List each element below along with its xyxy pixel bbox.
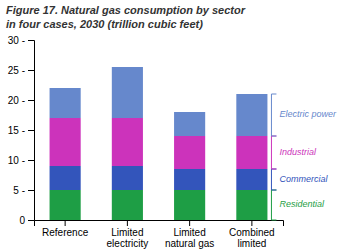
- x-tick-label-line: Combined: [229, 227, 275, 238]
- title: Figure 17. Natural gas consumption by se…: [6, 4, 246, 16]
- x-tick-label: Limitedelectricity: [107, 227, 149, 249]
- y-tick-label: 15 -: [8, 125, 25, 136]
- bar: [174, 136, 205, 169]
- y-tick: 20 -: [8, 95, 34, 106]
- y-tick-mark: [28, 100, 34, 101]
- chart-container: Figure 17. Natural gas consumption by se…: [0, 0, 355, 252]
- bar: [236, 190, 267, 220]
- bar: [50, 88, 81, 118]
- bracket: Industrial: [271, 136, 317, 169]
- bar: [174, 169, 205, 190]
- bracket-end: [271, 190, 276, 191]
- y-tick-mark: [28, 220, 34, 221]
- y-axis: 0 5 - 10 - 15 - 20 - 25 - 30 -: [8, 35, 35, 226]
- x-tick-label-line: limited: [237, 238, 266, 249]
- y-tick: 25 -: [8, 65, 34, 76]
- bar: [112, 118, 143, 166]
- bracket-end: [271, 220, 276, 221]
- bar: [174, 190, 205, 220]
- x-tick-label: Combinedlimited: [229, 227, 275, 249]
- bar: [50, 118, 81, 166]
- bracket-end: [271, 169, 276, 170]
- bar: [50, 166, 81, 190]
- x-tick: Limitedelectricity: [107, 220, 149, 249]
- y-tick-mark: [28, 70, 34, 71]
- x-tick: Combinedlimited: [229, 220, 275, 249]
- y-tick-mark: [28, 160, 34, 161]
- y-tick: 15 -: [8, 125, 34, 136]
- bar: [112, 190, 143, 220]
- x-tick-label-line: electricity: [107, 238, 149, 249]
- y-tick-label: 30 -: [8, 35, 25, 46]
- x-tick-label: Reference: [42, 227, 89, 238]
- y-tick-label: 10 -: [8, 155, 25, 166]
- series: [50, 67, 268, 136]
- bar: [112, 67, 143, 118]
- x-tick-label-line: natural gas: [165, 238, 214, 249]
- x-tick-mark: [127, 220, 128, 226]
- x-tick-label: Limitednatural gas: [165, 227, 214, 249]
- x-axis: ReferenceLimitedelectricityLimitednatura…: [35, 220, 284, 249]
- y-tick: 0: [19, 215, 34, 226]
- bars: [50, 67, 268, 220]
- series: [50, 166, 268, 190]
- bar: [174, 112, 205, 136]
- subtitle: in four cases, 2030 (trillion cubic feet…: [6, 18, 203, 30]
- x-tick-mark: [189, 220, 190, 226]
- bracket-end: [271, 190, 276, 191]
- series-label: Electric power: [279, 109, 337, 119]
- series-label: Residential: [279, 199, 325, 209]
- x-tick-label-line: Limited: [111, 227, 143, 238]
- x-axis-line: [35, 221, 284, 227]
- bar: [50, 190, 81, 220]
- x-tick-mark: [65, 220, 66, 226]
- y-tick-label: 0: [19, 215, 25, 226]
- series-label: Industrial: [279, 147, 317, 157]
- series: [50, 190, 268, 220]
- bracket-line: [271, 94, 272, 136]
- bar: [236, 169, 267, 190]
- bracket-end: [271, 94, 276, 95]
- y-tick: 10 -: [8, 155, 34, 166]
- bracket-line: [271, 169, 272, 190]
- bar: [112, 166, 143, 190]
- x-tick-label-line: Reference: [42, 227, 89, 238]
- bracket: Commercial: [271, 169, 328, 190]
- bar: [236, 136, 267, 169]
- y-tick-label: 25 -: [8, 65, 25, 76]
- y-tick-label: 5 -: [13, 185, 25, 196]
- bar: [236, 94, 267, 136]
- x-tick-label-line: Limited: [174, 227, 206, 238]
- bracket-line: [271, 190, 272, 220]
- x-tick: Limitednatural gas: [165, 220, 214, 249]
- bracket: Residential: [271, 190, 325, 220]
- bracket-end: [271, 136, 276, 137]
- y-tick-label: 20 -: [8, 95, 25, 106]
- y-tick-mark: [28, 130, 34, 131]
- x-tick: Reference: [42, 220, 89, 238]
- bracket-line: [271, 136, 272, 169]
- bracket-end: [271, 136, 276, 137]
- bracket: Electric power: [271, 94, 337, 136]
- y-tick: 5 -: [13, 185, 34, 196]
- y-tick-mark: [28, 40, 34, 41]
- bracket-end: [271, 169, 276, 170]
- y-axis-line: [28, 41, 35, 221]
- y-tick: 30 -: [8, 35, 34, 46]
- y-tick-mark: [28, 190, 34, 191]
- series: [50, 118, 268, 169]
- plot: 0 5 - 10 - 15 - 20 - 25 - 30 - Reference Limited…: [8, 35, 337, 249]
- series-label: Commercial: [279, 174, 328, 184]
- x-tick-mark: [251, 220, 252, 226]
- chart-svg: Figure 17. Natural gas consumption by se…: [0, 0, 355, 252]
- series-labels: Residential Commercial Industrial Electric …: [271, 94, 337, 220]
